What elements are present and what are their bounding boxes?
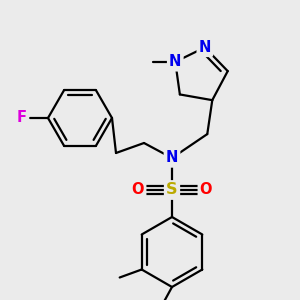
Text: O: O — [200, 182, 212, 197]
Text: O: O — [132, 182, 144, 197]
Text: N: N — [169, 54, 182, 69]
Text: S: S — [166, 182, 178, 197]
Text: N: N — [199, 40, 211, 55]
Text: N: N — [166, 151, 178, 166]
Text: F: F — [17, 110, 27, 125]
